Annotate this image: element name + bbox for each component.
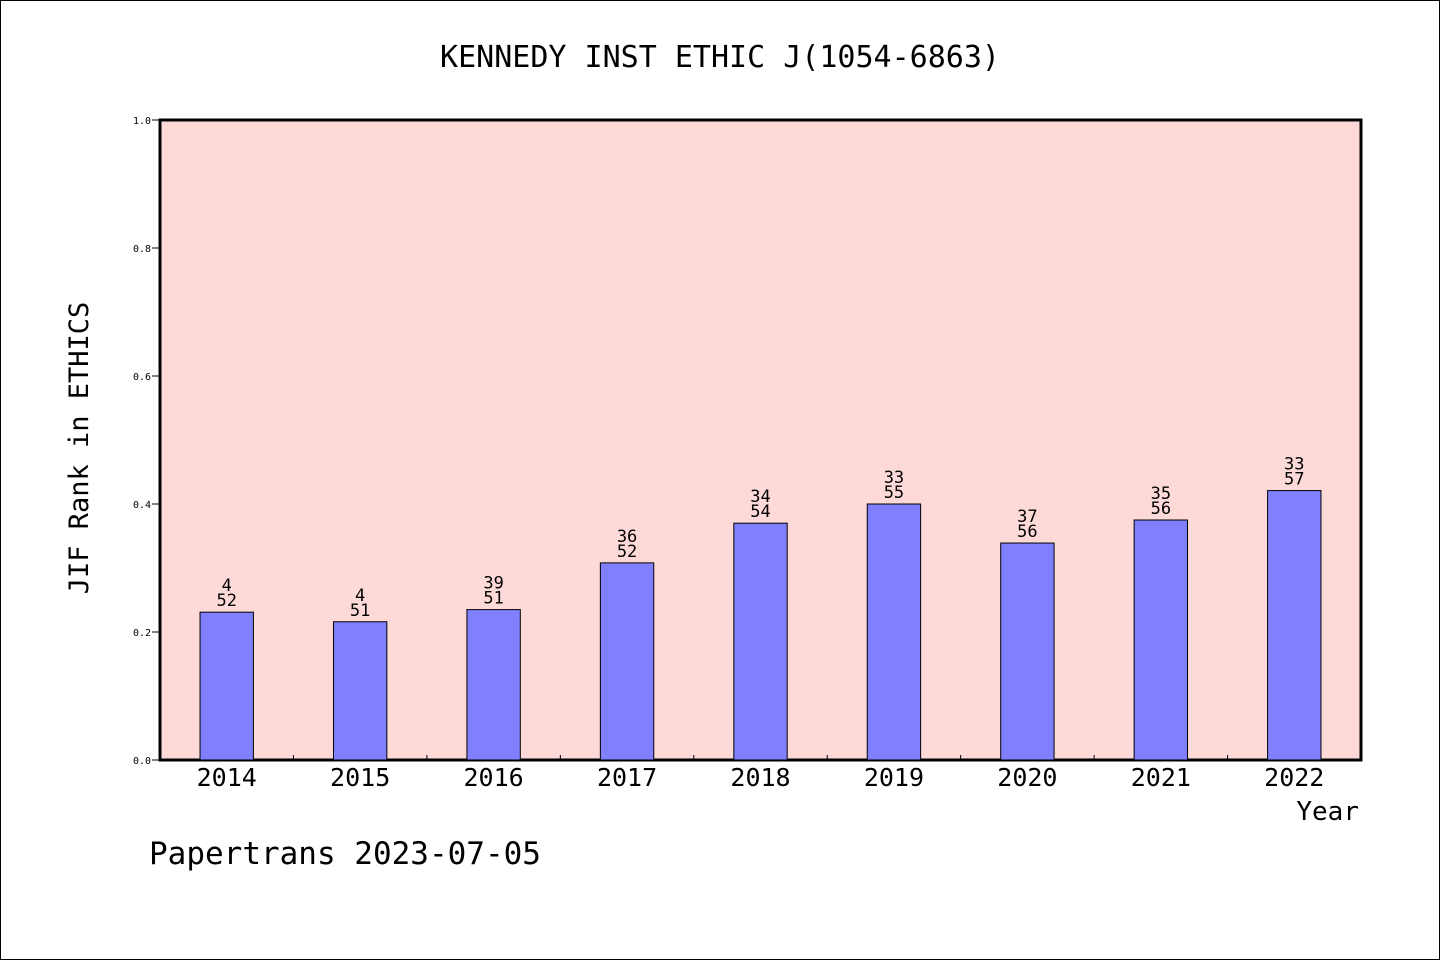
x-tick-label-2015: 2015 (330, 763, 390, 792)
bar-label-rank-2021: 35 (1151, 484, 1171, 504)
x-tick-label-2022: 2022 (1264, 763, 1324, 792)
bar-label-total-2022: 57 (1284, 470, 1304, 490)
bar-label-rank-2014: 4 (222, 576, 232, 596)
x-tick-label-2018: 2018 (730, 763, 790, 792)
bar-label-rank-2015: 4 (355, 586, 365, 606)
x-axis-label: Year (1296, 797, 1359, 827)
bar-label-total-2018: 54 (750, 502, 770, 522)
bar-2016 (466, 609, 521, 761)
bar-label-total-2015: 51 (350, 601, 370, 621)
y-tick-label: 0.4 (133, 500, 151, 511)
x-tick-label-2019: 2019 (864, 763, 924, 792)
bar-label-total-2019: 55 (884, 483, 904, 503)
y-tick-label: 0.6 (133, 372, 151, 383)
bar-2020 (1000, 542, 1055, 761)
y-tick-label: 1.0 (133, 116, 151, 127)
bar-label-rank-2022: 33 (1284, 455, 1304, 475)
bar-2019 (866, 503, 922, 761)
y-axis: 0.0 0.2 0.4 0.6 0.8 1.0 (133, 116, 160, 767)
x-tick-label-2017: 2017 (597, 763, 657, 792)
chart-title: KENNEDY INST ETHIC J(1054-6863) (440, 40, 1000, 75)
bar-label-rank-2016: 39 (483, 574, 503, 594)
bar-2017 (599, 562, 655, 761)
bar-2014 (199, 611, 254, 761)
bar-label-rank-2017: 36 (617, 527, 637, 547)
bar-2022 (1267, 490, 1322, 761)
x-axis (292, 755, 1229, 760)
bar-2018 (733, 522, 788, 761)
x-tick-label-2016: 2016 (464, 763, 524, 792)
y-tick-label: 0.2 (133, 628, 151, 639)
bar-2015 (332, 621, 388, 761)
bar-label-total-2014: 52 (216, 591, 236, 611)
y-tick-label: 0.0 (133, 756, 151, 767)
bar-label-rank-2020: 37 (1017, 507, 1037, 527)
x-tick-label-2021: 2021 (1131, 763, 1191, 792)
bar-label-total-2020: 56 (1017, 522, 1037, 542)
footer-text: Papertrans 2023-07-05 (149, 836, 541, 872)
y-axis-label: JIF Rank in ETHICS (64, 302, 95, 595)
bar-label-total-2021: 56 (1151, 499, 1171, 519)
x-tick-label-2020: 2020 (997, 763, 1057, 792)
y-tick-label: 0.8 (133, 244, 151, 255)
bar-label-rank-2018: 34 (750, 487, 770, 507)
bar-2021 (1133, 519, 1189, 761)
x-tick-label-2014: 2014 (197, 763, 257, 792)
bar-series (199, 490, 1322, 761)
bar-label-total-2017: 52 (617, 542, 637, 562)
x-tick-labels: 2014 2015 2016 2017 2018 2019 2020 2021 2022 (197, 763, 1325, 792)
bar-label-rank-2019: 33 (884, 468, 904, 488)
bar-label-total-2016: 51 (483, 589, 503, 609)
